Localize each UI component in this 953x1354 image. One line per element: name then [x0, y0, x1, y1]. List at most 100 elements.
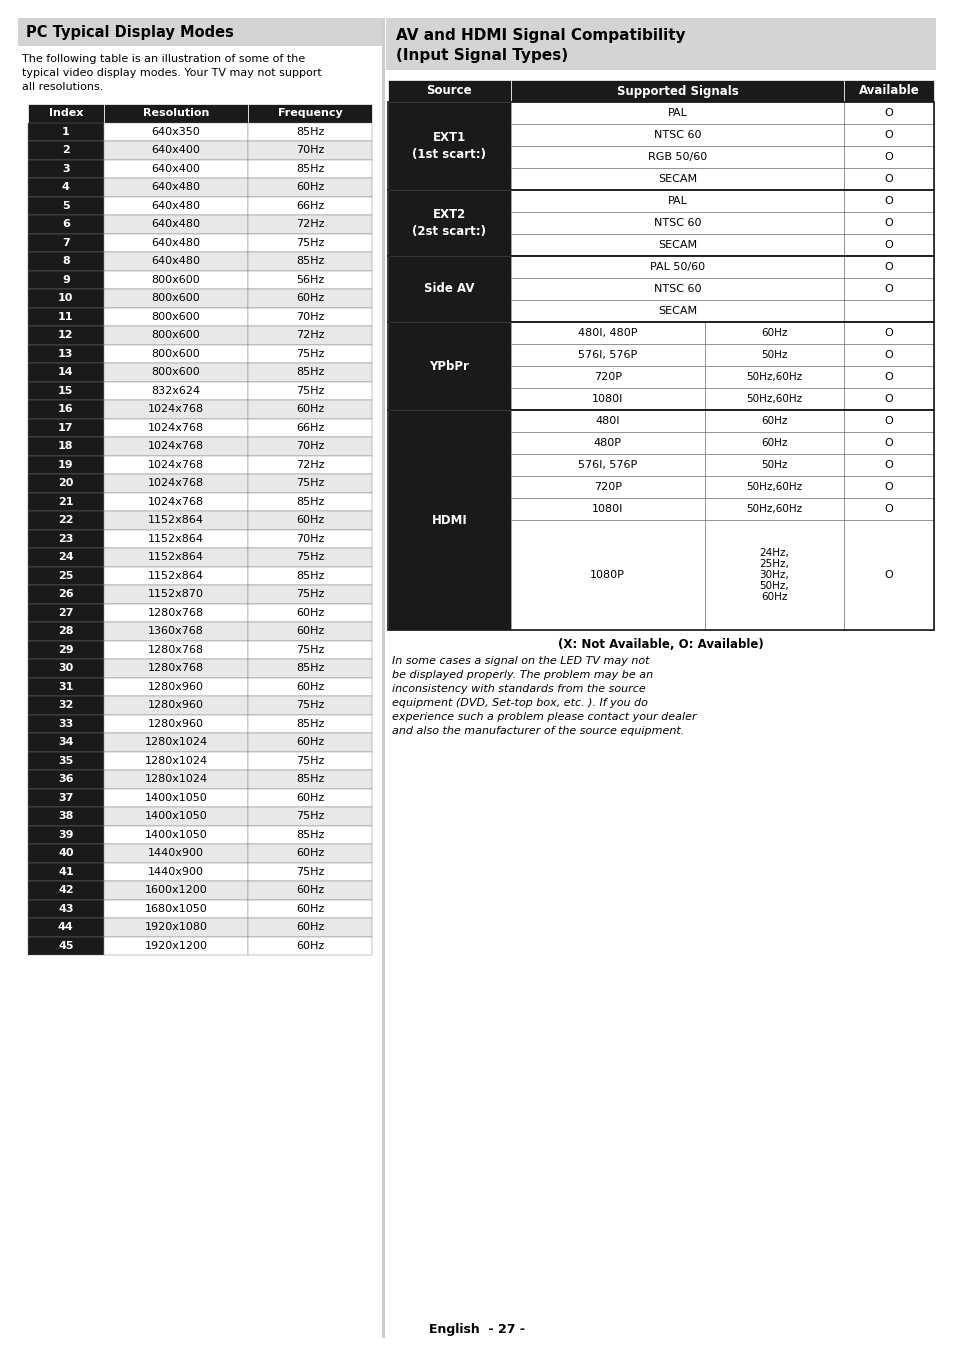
Text: 1600x1200: 1600x1200	[145, 886, 207, 895]
Bar	[510, 234, 843, 256]
Text: 22: 22	[58, 516, 73, 525]
Text: O: O	[883, 504, 892, 515]
Bar	[28, 493, 104, 510]
Bar	[843, 520, 933, 630]
Bar	[248, 399, 372, 418]
Bar	[510, 344, 704, 366]
Bar	[388, 322, 933, 410]
Text: 1680x1050: 1680x1050	[145, 903, 207, 914]
Bar	[381, 18, 385, 1338]
Text: 720P: 720P	[593, 482, 621, 492]
Text: 75Hz: 75Hz	[295, 867, 324, 877]
Text: 66Hz: 66Hz	[295, 422, 324, 433]
Text: English  - 27 -: English - 27 -	[429, 1323, 524, 1336]
Bar	[28, 696, 104, 715]
Text: 1280x768: 1280x768	[148, 663, 204, 673]
Text: 576I, 576P: 576I, 576P	[578, 349, 637, 360]
Text: 60Hz: 60Hz	[295, 608, 324, 617]
Bar	[104, 807, 248, 826]
Text: 75Hz: 75Hz	[295, 349, 324, 359]
Text: 1080I: 1080I	[592, 504, 623, 515]
Bar	[28, 418, 104, 437]
Bar	[510, 389, 704, 410]
Bar	[388, 102, 510, 190]
Text: 45: 45	[58, 941, 73, 951]
Text: 34: 34	[58, 737, 73, 747]
Text: 25: 25	[58, 571, 73, 581]
Bar	[104, 715, 248, 733]
Bar	[28, 160, 104, 177]
Text: 1280x1024: 1280x1024	[144, 756, 207, 766]
Text: 60Hz: 60Hz	[295, 922, 324, 933]
Bar	[704, 432, 843, 454]
Text: 60Hz: 60Hz	[760, 328, 786, 338]
Bar	[104, 659, 248, 677]
Bar	[248, 493, 372, 510]
Text: 1080I: 1080I	[592, 394, 623, 403]
Bar	[28, 233, 104, 252]
Text: NTSC 60: NTSC 60	[653, 218, 700, 227]
Text: 60Hz: 60Hz	[295, 886, 324, 895]
Bar	[248, 640, 372, 659]
Bar	[843, 278, 933, 301]
Bar	[104, 177, 248, 196]
Bar	[704, 322, 843, 344]
Text: 85Hz: 85Hz	[295, 774, 324, 784]
Bar	[388, 102, 933, 190]
Bar	[510, 301, 843, 322]
Bar	[843, 146, 933, 168]
Text: 20: 20	[58, 478, 73, 489]
Bar	[248, 455, 372, 474]
Text: 24: 24	[58, 552, 73, 562]
Bar	[104, 160, 248, 177]
Text: 11: 11	[58, 311, 73, 322]
Text: 60Hz: 60Hz	[760, 416, 786, 427]
Text: 60Hz: 60Hz	[295, 682, 324, 692]
Bar	[104, 474, 248, 493]
Text: 75Hz: 75Hz	[295, 700, 324, 711]
Bar	[104, 288, 248, 307]
Text: 75Hz: 75Hz	[295, 552, 324, 562]
Text: 60Hz: 60Hz	[295, 183, 324, 192]
Bar	[388, 256, 933, 322]
Text: O: O	[883, 152, 892, 162]
Text: 4: 4	[62, 183, 70, 192]
Text: 3: 3	[62, 164, 70, 173]
Text: 27: 27	[58, 608, 73, 617]
Bar	[510, 477, 704, 498]
Bar	[104, 455, 248, 474]
Bar	[248, 418, 372, 437]
Text: 800x600: 800x600	[152, 275, 200, 284]
Text: 75Hz: 75Hz	[295, 238, 324, 248]
Text: 1152x864: 1152x864	[148, 552, 204, 562]
Text: HDMI: HDMI	[431, 513, 467, 527]
Text: 1024x768: 1024x768	[148, 460, 204, 470]
Text: Source: Source	[426, 84, 472, 97]
Bar	[704, 366, 843, 389]
Bar	[104, 437, 248, 455]
Bar	[248, 696, 372, 715]
Bar	[510, 80, 843, 102]
Text: 1152x864: 1152x864	[148, 533, 204, 544]
Bar	[248, 677, 372, 696]
Bar	[104, 640, 248, 659]
Text: 18: 18	[58, 441, 73, 451]
Text: 50Hz,60Hz: 50Hz,60Hz	[745, 394, 801, 403]
Bar	[510, 190, 843, 213]
Bar	[248, 788, 372, 807]
Bar	[28, 344, 104, 363]
Bar	[510, 454, 704, 477]
Text: 800x600: 800x600	[152, 311, 200, 322]
Bar	[28, 104, 104, 122]
Bar	[104, 770, 248, 788]
Bar	[843, 301, 933, 322]
Bar	[104, 621, 248, 640]
Text: 8: 8	[62, 256, 70, 267]
Bar	[28, 881, 104, 899]
Text: 56Hz: 56Hz	[295, 275, 324, 284]
Text: 640x400: 640x400	[152, 145, 200, 156]
Bar	[704, 344, 843, 366]
Text: 1280x960: 1280x960	[148, 719, 204, 728]
Bar	[28, 363, 104, 382]
Text: 5: 5	[62, 200, 70, 211]
